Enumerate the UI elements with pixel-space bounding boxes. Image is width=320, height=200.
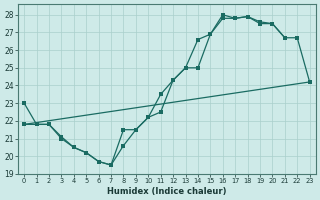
X-axis label: Humidex (Indice chaleur): Humidex (Indice chaleur) [107, 187, 227, 196]
